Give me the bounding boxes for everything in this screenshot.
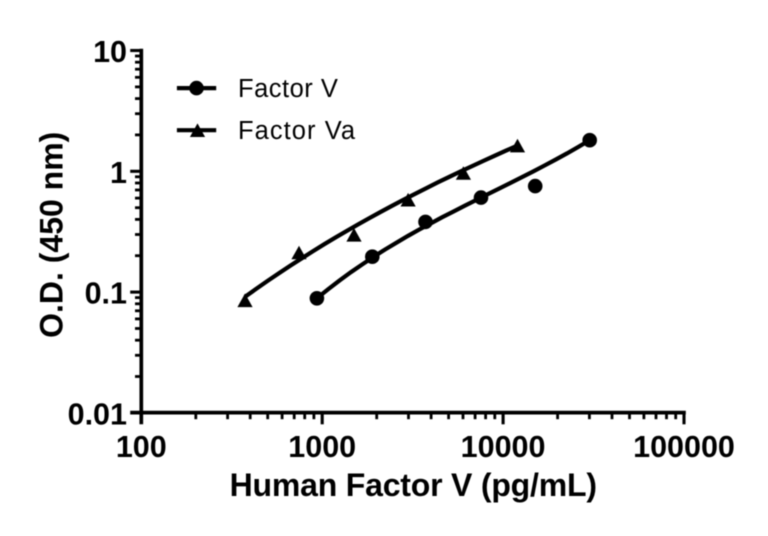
svg-text:100: 100 xyxy=(116,430,167,464)
svg-text:0.01: 0.01 xyxy=(68,397,127,431)
svg-text:Factor Va: Factor Va xyxy=(238,117,356,145)
svg-text:1000: 1000 xyxy=(288,430,356,464)
svg-text:1: 1 xyxy=(110,156,127,190)
svg-text:Human Factor V (pg/mL): Human Factor V (pg/mL) xyxy=(230,467,597,503)
svg-text:O.D. (450 nm): O.D. (450 nm) xyxy=(34,132,70,338)
svg-text:10: 10 xyxy=(93,35,127,69)
svg-text:Factor V: Factor V xyxy=(238,75,338,103)
svg-text:0.1: 0.1 xyxy=(85,277,127,311)
svg-text:10000: 10000 xyxy=(461,430,546,464)
svg-text:100000: 100000 xyxy=(633,430,735,464)
